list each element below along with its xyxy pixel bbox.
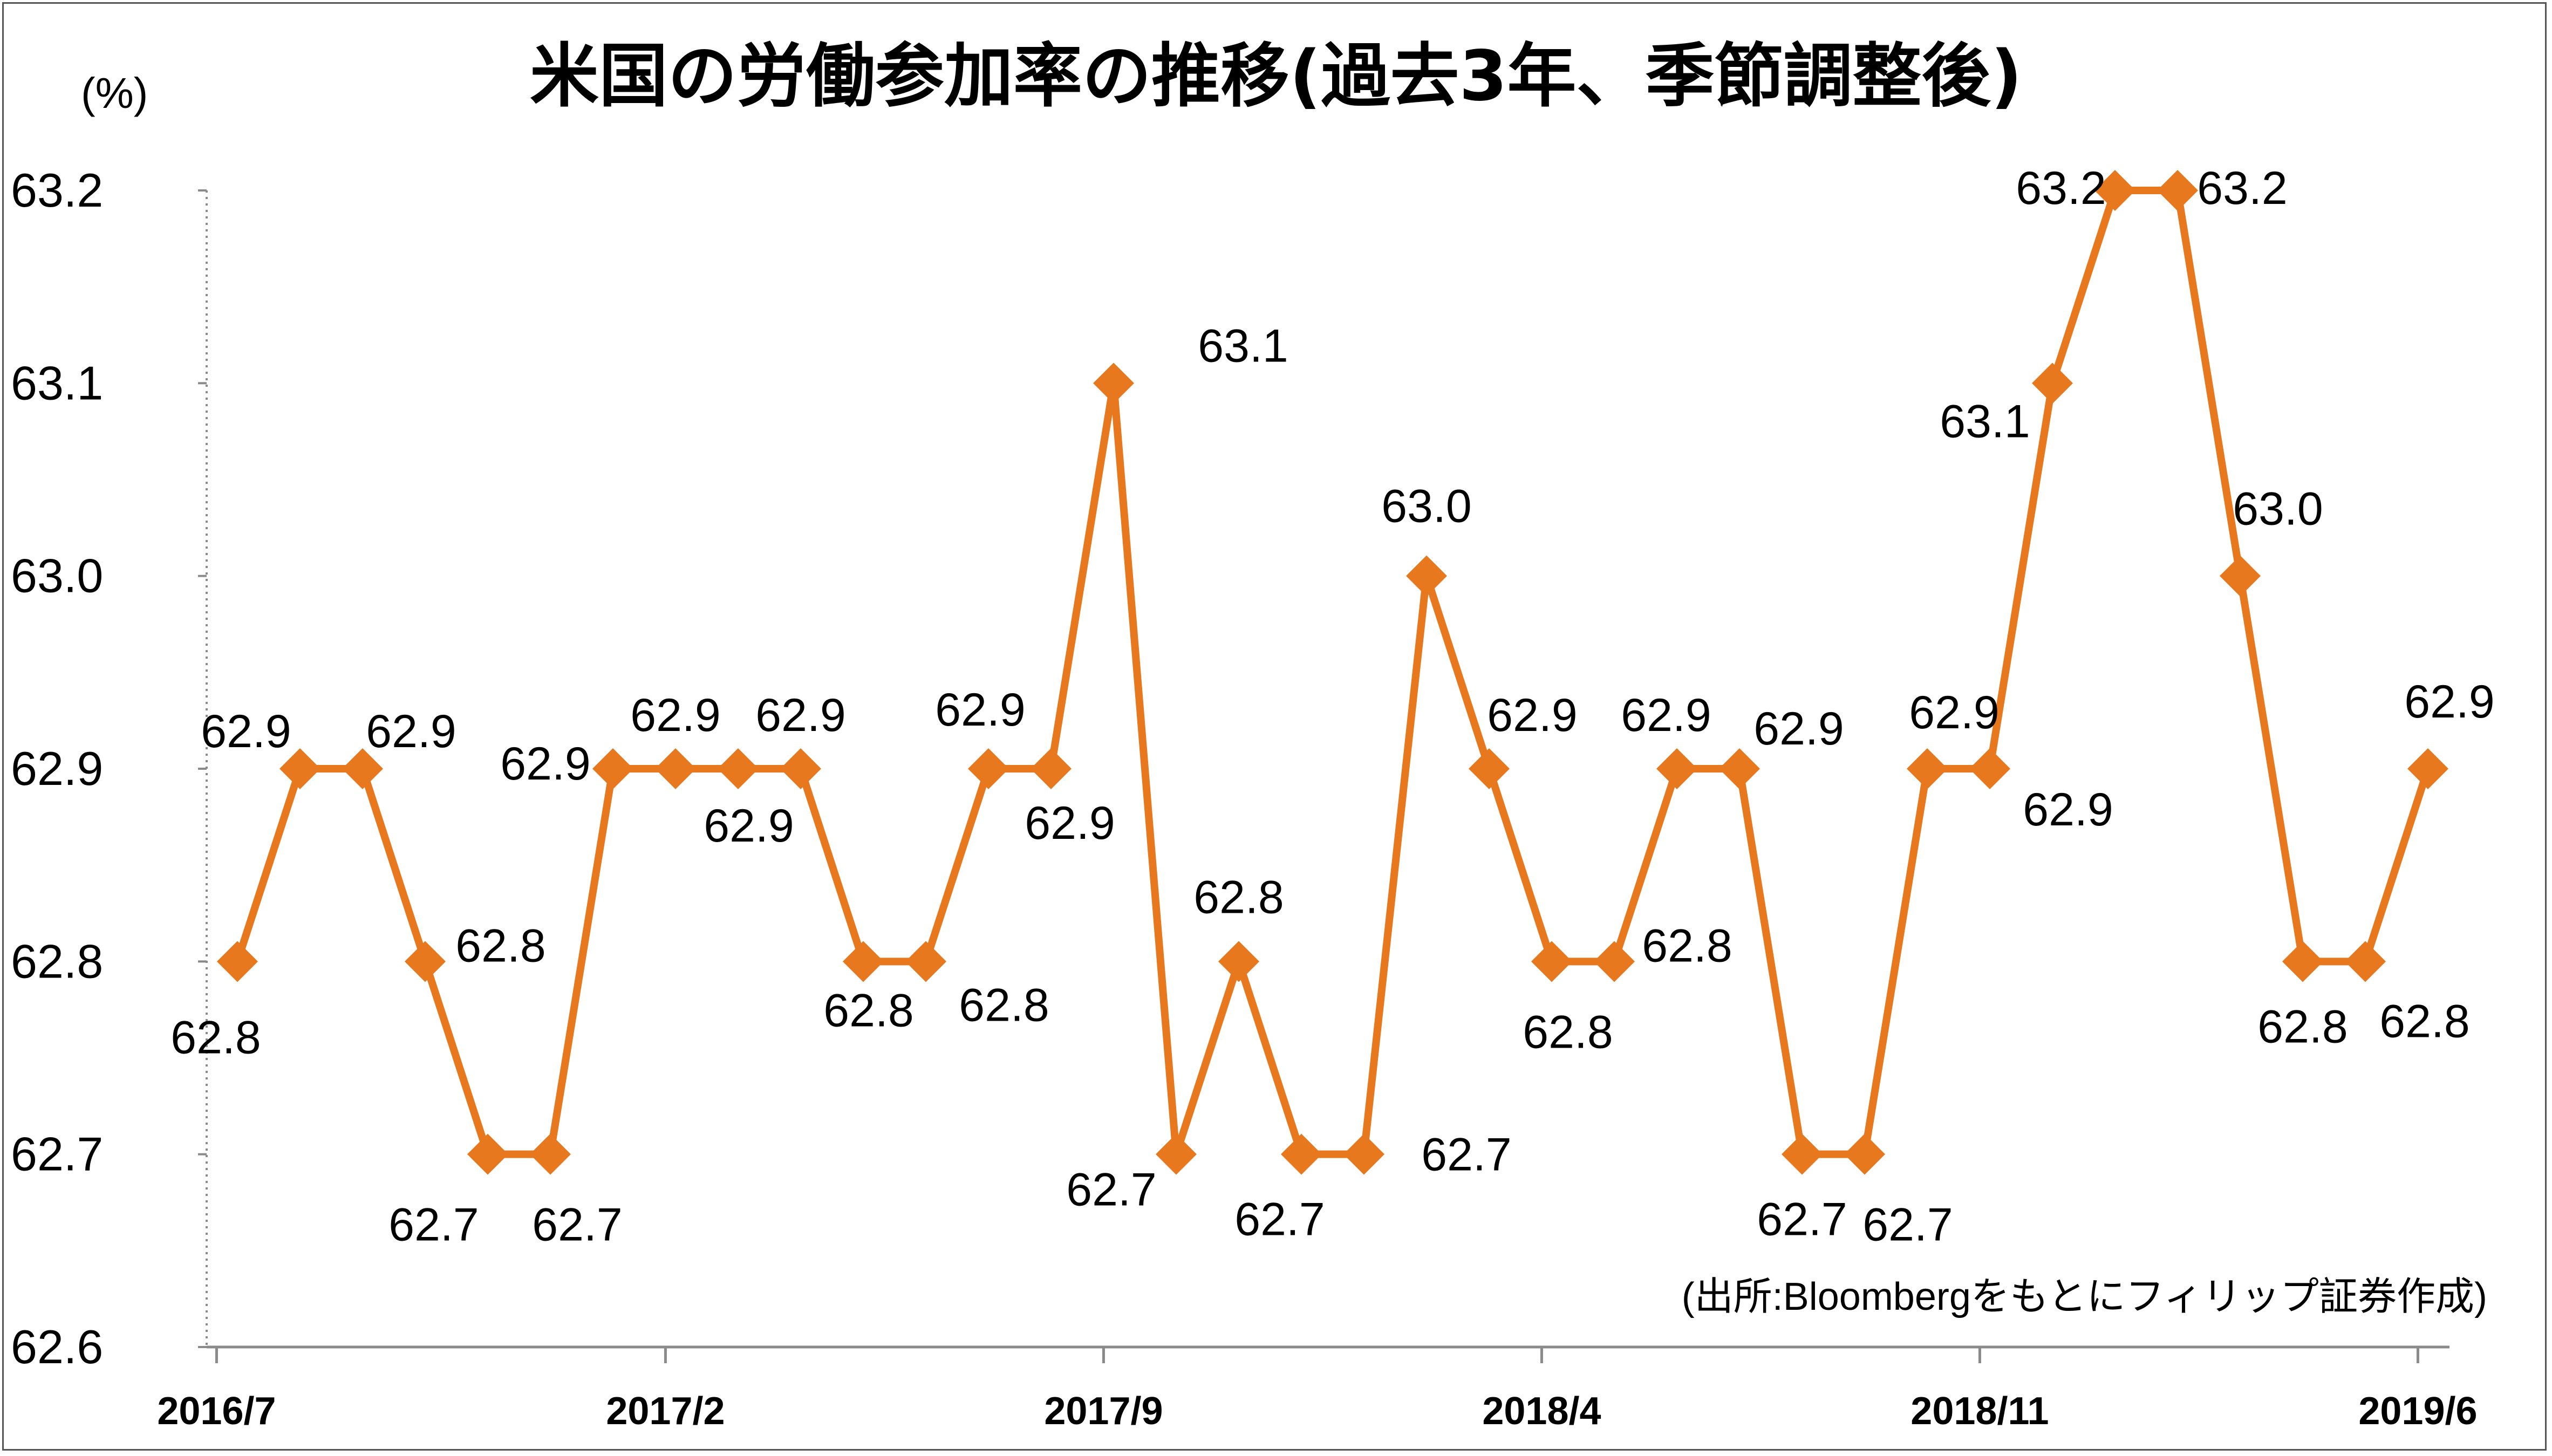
data-point <box>1844 1133 1885 1175</box>
data-point <box>1156 1133 1197 1175</box>
data-point <box>780 748 821 789</box>
data-label: 62.7 <box>1862 1199 1953 1251</box>
data-point <box>2220 555 2261 597</box>
x-tick-label: 2019/6 <box>2358 1390 2477 1433</box>
data-point <box>405 941 446 982</box>
data-label: 62.8 <box>959 979 1049 1031</box>
x-tick-label: 2017/2 <box>606 1390 725 1433</box>
data-point <box>1093 363 1134 404</box>
x-tick-label: 2018/11 <box>1910 1390 2049 1433</box>
data-label: 62.9 <box>2023 784 2113 836</box>
series-line-group <box>234 187 2432 1158</box>
y-tick-label: 62.6 <box>11 1320 103 1373</box>
data-point <box>1531 941 1572 982</box>
data-point <box>1907 748 1948 789</box>
data-point <box>1031 748 1072 789</box>
data-point <box>1406 555 1447 597</box>
data-point <box>279 748 320 789</box>
x-tick-label: 2016/7 <box>157 1390 276 1433</box>
data-label: 62.7 <box>1066 1164 1156 1216</box>
data-label: 62.9 <box>1621 689 1711 741</box>
data-label: 62.9 <box>935 684 1025 736</box>
data-label: 62.7 <box>1421 1129 1511 1181</box>
data-point <box>1719 748 1760 789</box>
data-point <box>1343 1133 1384 1175</box>
data-point <box>2407 748 2448 789</box>
data-point <box>1469 748 1510 789</box>
markers-group <box>217 170 2448 1175</box>
data-label: 63.1 <box>1198 320 1288 372</box>
data-label: 62.9 <box>1487 689 1577 741</box>
y-axis-unit: (%) <box>81 69 148 117</box>
data-label: 63.0 <box>2233 483 2323 535</box>
data-label: 62.7 <box>532 1199 622 1251</box>
data-label: 62.8 <box>2379 995 2469 1047</box>
data-point <box>843 941 884 982</box>
y-tick-label: 63.0 <box>11 549 103 603</box>
data-label: 62.8 <box>2257 1001 2348 1052</box>
data-point <box>467 1133 508 1175</box>
data-label: 62.8 <box>455 920 545 972</box>
data-point <box>718 748 759 789</box>
x-tick-label: 2017/9 <box>1044 1390 1163 1433</box>
data-label: 62.8 <box>1642 920 1732 972</box>
data-label: 62.8 <box>1193 871 1284 923</box>
y-tick-label: 62.9 <box>11 742 103 795</box>
data-label: 62.8 <box>170 1011 261 1063</box>
data-label: 62.9 <box>366 706 456 757</box>
y-tick-label: 63.2 <box>11 163 103 217</box>
data-point <box>2157 170 2198 211</box>
data-point <box>1218 941 1259 982</box>
source-note: (出所:Bloombergをもとにフィリップ証券作成) <box>1682 1275 2487 1318</box>
data-label: 63.2 <box>2016 162 2106 214</box>
data-point <box>1594 941 1635 982</box>
data-label: 62.9 <box>755 689 845 741</box>
data-point <box>2282 941 2323 982</box>
data-point <box>217 941 258 982</box>
series-line <box>234 187 2432 1158</box>
data-label: 62.9 <box>704 800 794 852</box>
data-point <box>905 941 946 982</box>
x-tick-label: 2018/4 <box>1482 1390 1601 1433</box>
data-label: 62.9 <box>630 689 720 741</box>
data-label: 62.9 <box>1909 687 1999 739</box>
data-label: 62.7 <box>1757 1194 1847 1246</box>
data-point <box>2345 941 2386 982</box>
data-point <box>655 748 696 789</box>
data-point <box>968 748 1009 789</box>
data-label: 62.9 <box>1025 797 1115 849</box>
data-label: 62.9 <box>1753 703 1844 755</box>
data-label: 62.7 <box>1234 1194 1325 1246</box>
data-point <box>1281 1133 1322 1175</box>
data-label: 63.2 <box>2197 162 2287 214</box>
data-point <box>592 748 633 789</box>
data-point <box>2094 170 2135 211</box>
data-label: 62.7 <box>388 1199 479 1251</box>
data-label: 63.0 <box>1381 481 1471 532</box>
data-point <box>1656 748 1697 789</box>
data-labels-group: 62.8 62.9 62.9 62.8 62.7 62.7 62.9 62.9 62.9 62.9… <box>170 162 2494 1251</box>
data-point <box>1969 748 2010 789</box>
y-tick-label: 63.1 <box>11 356 103 409</box>
chart-title: 米国の労働参加率の推移(過去3年、季節調整後) <box>530 36 2022 117</box>
data-label: 63.1 <box>1940 395 2030 447</box>
data-label: 62.9 <box>201 706 291 757</box>
data-label: 62.8 <box>1523 1006 1613 1058</box>
axes: 63.2 63.1 63.0 62.9 62.8 62.7 62.6 2016/7 2017/2… <box>11 163 2478 1433</box>
data-label: 62.8 <box>823 985 913 1036</box>
data-point <box>530 1133 571 1175</box>
data-label: 62.9 <box>500 738 590 790</box>
data-point <box>1782 1133 1823 1175</box>
data-point <box>342 748 383 789</box>
y-tick-label: 62.8 <box>11 934 103 988</box>
data-point <box>2032 363 2073 404</box>
data-label: 62.9 <box>2404 676 2494 728</box>
y-tick-label: 62.7 <box>11 1127 103 1181</box>
